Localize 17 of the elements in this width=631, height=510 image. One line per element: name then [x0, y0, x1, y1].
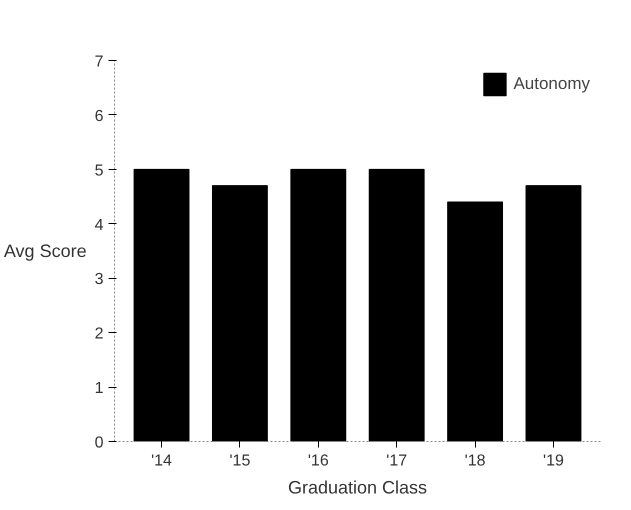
- x-tick-label: '17: [386, 452, 408, 470]
- legend-label: Autonomy: [513, 74, 590, 94]
- y-tick-label: 6: [94, 108, 104, 125]
- y-tick-label: 5: [94, 162, 104, 180]
- y-tick-label: 3: [94, 271, 104, 288]
- y-tick-label: 1: [94, 380, 104, 398]
- x-tick-label: '14: [151, 452, 172, 470]
- y-tick-label: 2: [94, 326, 104, 343]
- y-tick-label: 0: [94, 434, 104, 452]
- x-tick-label: '19: [543, 452, 564, 470]
- x-tick-label: '16: [308, 452, 329, 470]
- y-axis-title: Avg Score: [4, 241, 87, 261]
- y-tick-label: 7: [94, 54, 104, 70]
- x-axis-title: Graduation Class: [288, 478, 428, 498]
- x-tick-label: '18: [464, 452, 486, 470]
- y-tick-label: 4: [94, 216, 104, 234]
- x-tick-label: '15: [229, 452, 250, 470]
